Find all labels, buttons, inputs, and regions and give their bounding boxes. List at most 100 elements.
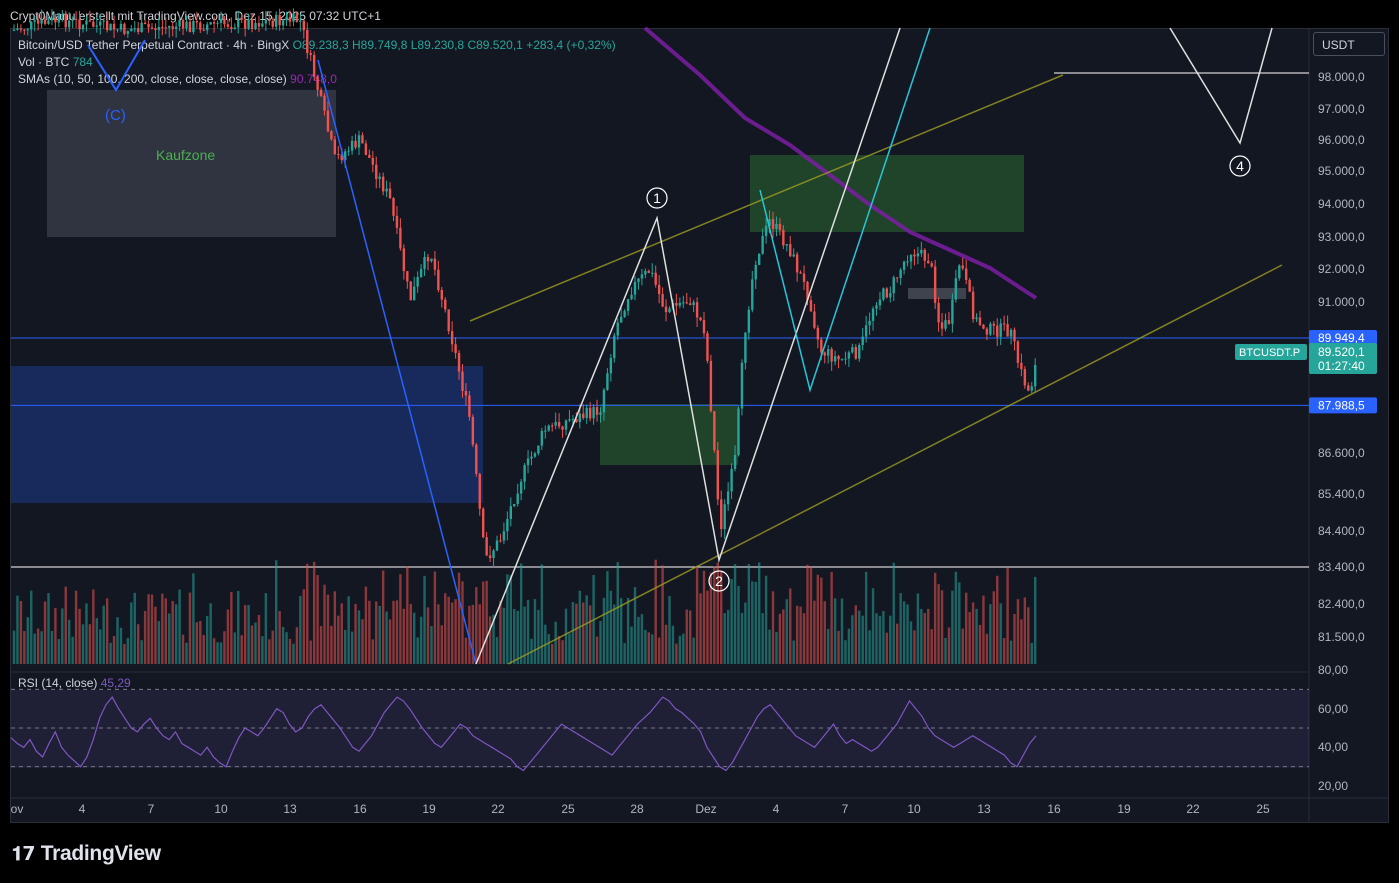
rsi-line[interactable] xyxy=(10,696,1037,772)
candle-body xyxy=(147,24,150,28)
candle-body xyxy=(637,278,640,283)
candle-body xyxy=(357,135,361,148)
candle-body xyxy=(699,317,702,321)
candle-body xyxy=(602,389,606,413)
volume-bar xyxy=(906,604,909,664)
wave-label-circle-4[interactable] xyxy=(1229,155,1251,177)
volume-bar xyxy=(789,588,792,664)
candle-body xyxy=(844,358,847,360)
volume-bar xyxy=(388,619,392,664)
candle-body xyxy=(809,300,813,312)
kaufzone-box[interactable] xyxy=(47,90,336,237)
currency-selector[interactable]: USDT xyxy=(1313,32,1385,56)
elliott-wave-white[interactable] xyxy=(475,27,901,665)
volume-bar xyxy=(168,613,171,664)
volume-bar xyxy=(323,584,326,664)
channel-upper-line[interactable] xyxy=(469,74,1064,322)
candle-body xyxy=(889,293,892,298)
volume-legend[interactable]: Vol · BTC 784 xyxy=(18,55,93,69)
candle-body xyxy=(706,333,709,361)
candle-body xyxy=(582,413,585,419)
candle-body xyxy=(495,540,499,551)
wave-c-line[interactable] xyxy=(87,39,146,92)
volume-bar xyxy=(350,631,354,664)
volume-bar xyxy=(720,571,723,664)
candle-body xyxy=(1027,385,1030,391)
volume-bar xyxy=(961,628,964,664)
volume-bar xyxy=(678,635,682,664)
wave-label-circle-1[interactable] xyxy=(646,187,668,209)
demand-zone-blue[interactable] xyxy=(11,366,483,503)
volume-bar xyxy=(416,637,419,664)
annotation-kaufzone[interactable]: Kaufzone xyxy=(156,147,215,163)
volume-bar xyxy=(57,639,61,664)
volume-bar xyxy=(689,610,692,664)
candle-body xyxy=(509,506,512,520)
price-tick-label: 98.000,0 xyxy=(1318,70,1365,84)
candle-body xyxy=(174,26,178,29)
price-tag-support-bg xyxy=(1309,397,1377,414)
candle-body xyxy=(730,468,733,492)
volume-bar xyxy=(23,631,26,664)
time-tick-label: 4 xyxy=(79,802,86,816)
supply-zone-green-top[interactable] xyxy=(750,155,1024,232)
volume-bar xyxy=(471,604,475,664)
volume-bar xyxy=(613,604,616,664)
volume-bar xyxy=(561,640,564,664)
candle-body xyxy=(654,272,657,285)
volume-bar xyxy=(178,589,181,664)
symbol-tag[interactable]: BTCUSDT.P xyxy=(1239,347,1300,359)
candle-body xyxy=(302,20,305,31)
volume-bar xyxy=(105,598,109,664)
volume-bar xyxy=(292,643,295,664)
candle-body xyxy=(613,335,616,359)
volume-bar xyxy=(226,609,230,664)
volume-bar xyxy=(181,634,185,664)
candle-body xyxy=(271,20,274,27)
candle-body xyxy=(344,151,347,161)
candle-body xyxy=(747,309,751,333)
candle-body xyxy=(71,18,74,21)
candle-body xyxy=(1009,329,1013,337)
wave-label-circle-2[interactable] xyxy=(708,570,730,592)
wave-label-1[interactable]: 1 xyxy=(653,190,661,206)
sma-line[interactable] xyxy=(643,26,1038,300)
volume-bar xyxy=(657,637,661,664)
candle-body xyxy=(202,29,205,31)
volume-bar xyxy=(375,601,378,664)
candle-body xyxy=(923,249,926,261)
volume-bar xyxy=(402,608,406,664)
channel-lower-line[interactable] xyxy=(507,264,1283,665)
candle-body xyxy=(723,504,726,530)
rsi-legend[interactable]: RSI (14, close) 45,29 xyxy=(18,676,131,690)
volume-bar xyxy=(281,627,285,664)
sub-wave-cyan[interactable] xyxy=(759,27,931,393)
sma-legend[interactable]: SMAs (10, 50, 100, 200, close, close, cl… xyxy=(18,72,337,86)
candle-body xyxy=(19,28,23,30)
candle-body xyxy=(530,456,533,459)
volume-bar xyxy=(437,604,440,664)
wave-label-2[interactable]: 2 xyxy=(715,573,723,589)
downtrend-blue-line[interactable] xyxy=(317,59,477,665)
candle-body xyxy=(513,503,516,507)
candle-body xyxy=(440,289,443,300)
volume-bar xyxy=(47,593,50,664)
wave-4-projection[interactable] xyxy=(1169,27,1273,145)
time-tick-label: 25 xyxy=(561,802,575,816)
annotation-wave-c[interactable]: (C) xyxy=(105,107,126,124)
candle-body xyxy=(875,305,878,309)
candle-body xyxy=(457,353,461,372)
symbol-title[interactable]: Bitcoin/USD Tether Perpetual Contract · … xyxy=(18,38,290,52)
volume-bar xyxy=(154,606,157,664)
volume-bar xyxy=(916,593,920,664)
volume-bar xyxy=(902,601,906,664)
candle-body xyxy=(12,29,16,31)
volume-bar xyxy=(461,581,464,664)
volume-bar xyxy=(164,598,167,664)
volume-bar xyxy=(809,566,813,664)
wave-label-4[interactable]: 4 xyxy=(1236,158,1244,174)
volume-bar xyxy=(202,635,205,664)
small-grey-zone[interactable] xyxy=(908,288,966,299)
candle-body xyxy=(257,23,261,27)
